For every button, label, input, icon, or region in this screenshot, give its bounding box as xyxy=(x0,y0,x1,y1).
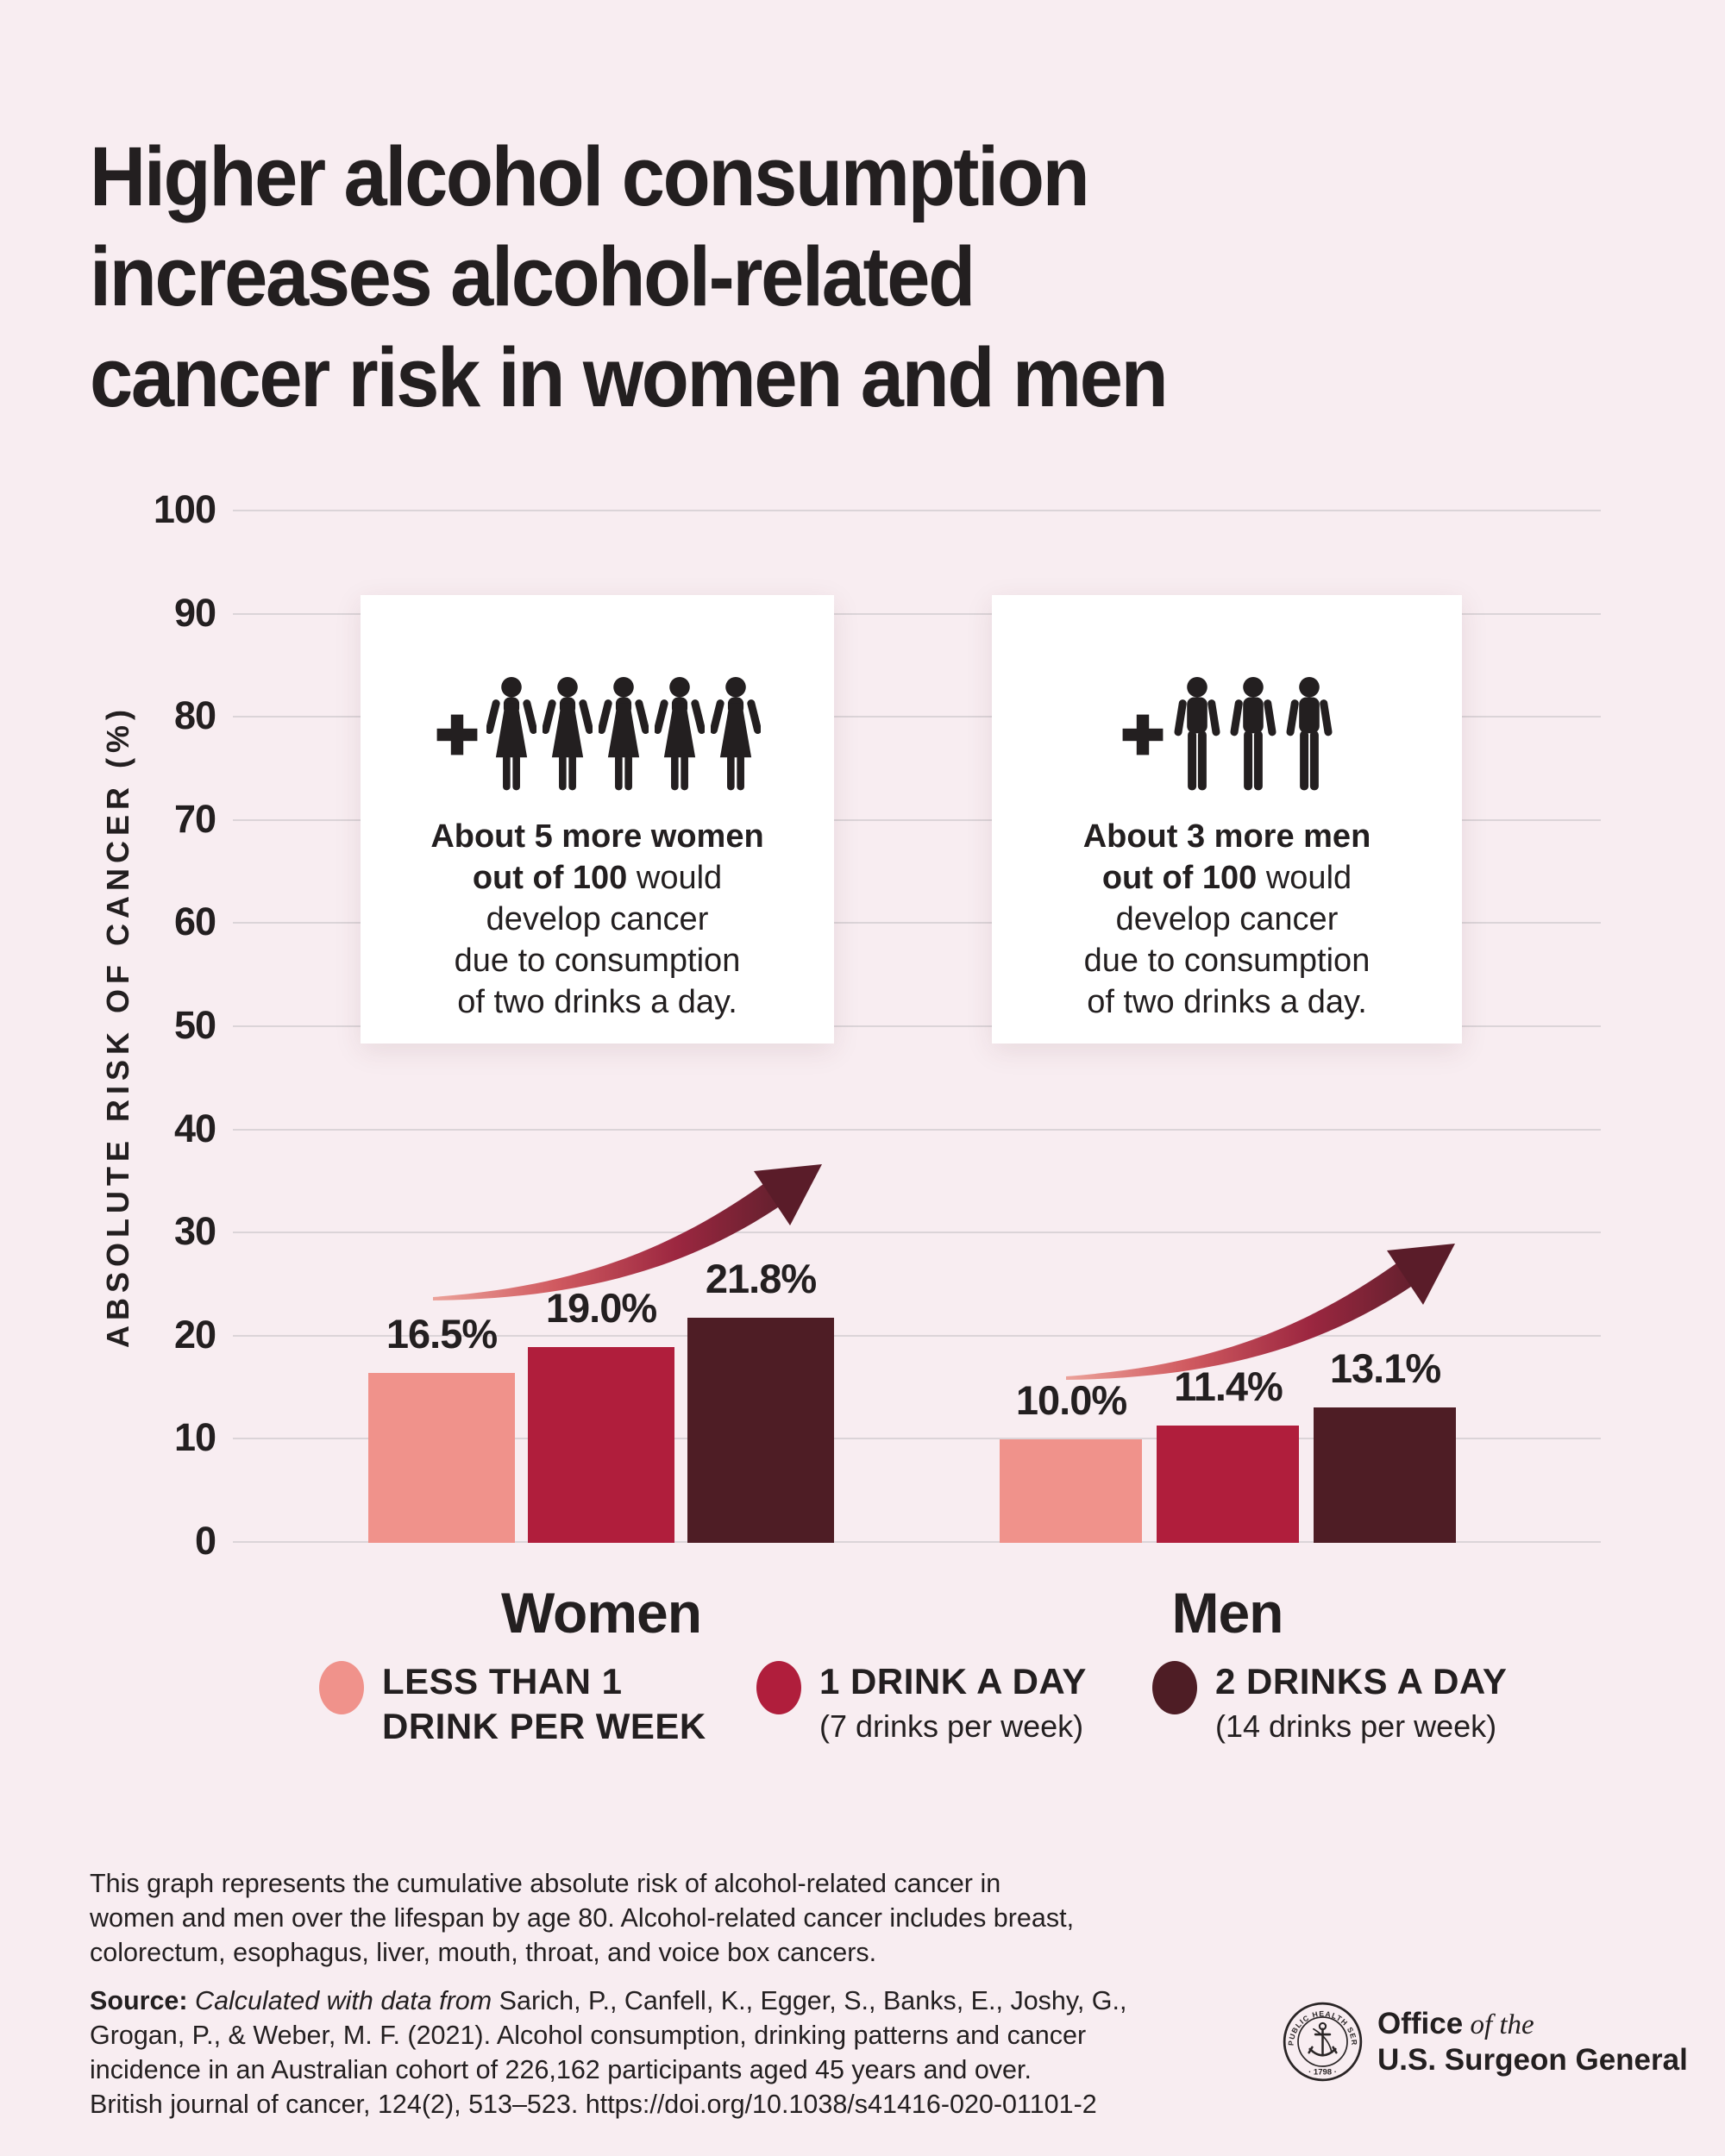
callout-men-text: About 3 more men out of 100 would develo… xyxy=(1082,818,1371,1020)
gridline-0 xyxy=(233,1541,1601,1543)
y-tick-60: 60 xyxy=(173,899,216,943)
y-axis-label: ABSOLUTE RISK OF CANCER (%) xyxy=(100,705,135,1348)
legend-item-less-than-1: LESS THAN 1 DRINK PER WEEK xyxy=(382,1661,706,1746)
category-label-men: Men xyxy=(1171,1581,1284,1645)
women-pictogram-row xyxy=(434,674,761,795)
gridline-90 xyxy=(233,613,1601,615)
plus-icon xyxy=(436,714,478,755)
y-tick-10: 10 xyxy=(173,1415,216,1459)
bar-men-1-drink-a-day xyxy=(1157,1426,1299,1543)
value-label-men-1: 10.0% xyxy=(1015,1377,1127,1423)
gridline-20 xyxy=(233,1335,1601,1337)
gridline-60 xyxy=(233,922,1601,924)
legend-item-1-drink: 1 DRINK A DAY (7 drinks per week) xyxy=(819,1661,1087,1744)
legend-swatch-2-drinks xyxy=(1152,1661,1197,1714)
y-tick-30: 30 xyxy=(173,1209,216,1253)
bar-men-2-drinks-a-day xyxy=(1314,1407,1456,1543)
page-title: Higher alcohol consumption increases alc… xyxy=(90,128,1169,424)
legend-item-2-drinks: 2 DRINKS A DAY (14 drinks per week) xyxy=(1215,1661,1508,1744)
gridline-40 xyxy=(233,1129,1601,1131)
y-tick-80: 80 xyxy=(173,693,216,737)
value-label-women-1: 16.5% xyxy=(386,1311,498,1357)
footnote-source: Source: Calculated with data from Sarich… xyxy=(90,1986,1127,2119)
svg-text:· 1798 ·: · 1798 · xyxy=(1308,2068,1337,2078)
bar-women-less-than-1-drink xyxy=(368,1373,515,1543)
legend-swatch-less-than-1 xyxy=(319,1661,364,1714)
callout-women: About 5 more women out of 100 would deve… xyxy=(361,595,834,1044)
gridline-30 xyxy=(233,1232,1601,1233)
footnote-description: This graph represents the cumulative abs… xyxy=(90,1869,1075,1967)
category-label-women: Women xyxy=(500,1581,702,1645)
bar-women-1-drink-a-day xyxy=(528,1347,674,1543)
y-tick-70: 70 xyxy=(173,797,216,841)
bar-men-less-than-1-drink xyxy=(1000,1439,1142,1543)
y-tick-100: 100 xyxy=(153,487,216,531)
footnote: This graph represents the cumulative abs… xyxy=(90,1866,1250,2135)
value-label-men-2: 11.4% xyxy=(1174,1363,1283,1409)
y-tick-20: 20 xyxy=(173,1313,216,1357)
y-tick-90: 90 xyxy=(173,591,216,635)
woman-icon xyxy=(599,676,649,791)
value-label-women-3: 21.8% xyxy=(705,1256,817,1301)
y-tick-50: 50 xyxy=(173,1003,216,1047)
gridline-100 xyxy=(233,510,1601,511)
anchor-icon xyxy=(1308,2021,1338,2057)
bar-women-2-drinks-a-day xyxy=(687,1318,834,1543)
man-icon xyxy=(1173,676,1221,791)
y-tick-0: 0 xyxy=(194,1519,216,1563)
gridline-70 xyxy=(233,819,1601,821)
gridline-50 xyxy=(233,1025,1601,1027)
value-label-women-2: 19.0% xyxy=(545,1285,657,1331)
surgeon-general-logo: U.S. PUBLIC HEALTH SERVICE · 1798 · Offi… xyxy=(1282,2001,1688,2083)
man-icon xyxy=(1285,676,1333,791)
plus-icon xyxy=(1122,714,1164,755)
callout-women-text: About 5 more women out of 100 would deve… xyxy=(430,818,764,1020)
legend-swatch-1-drink xyxy=(756,1661,801,1714)
man-icon xyxy=(1229,676,1277,791)
men-pictogram-row xyxy=(1120,674,1334,795)
woman-icon xyxy=(486,676,536,791)
woman-icon xyxy=(655,676,705,791)
logo-text: Office of the U.S. Surgeon General xyxy=(1377,2007,1688,2077)
gridline-80 xyxy=(233,716,1601,718)
rising-arrow-men xyxy=(1066,1244,1455,1380)
public-health-service-seal-icon: U.S. PUBLIC HEALTH SERVICE · 1798 · xyxy=(1282,2001,1363,2082)
callout-men: About 3 more men out of 100 would develo… xyxy=(992,595,1462,1044)
woman-icon xyxy=(711,676,761,791)
value-label-men-3: 13.1% xyxy=(1329,1345,1441,1391)
y-tick-40: 40 xyxy=(173,1106,216,1150)
rising-arrow-women xyxy=(433,1164,822,1300)
woman-icon xyxy=(543,676,593,791)
gridline-10 xyxy=(233,1438,1601,1439)
